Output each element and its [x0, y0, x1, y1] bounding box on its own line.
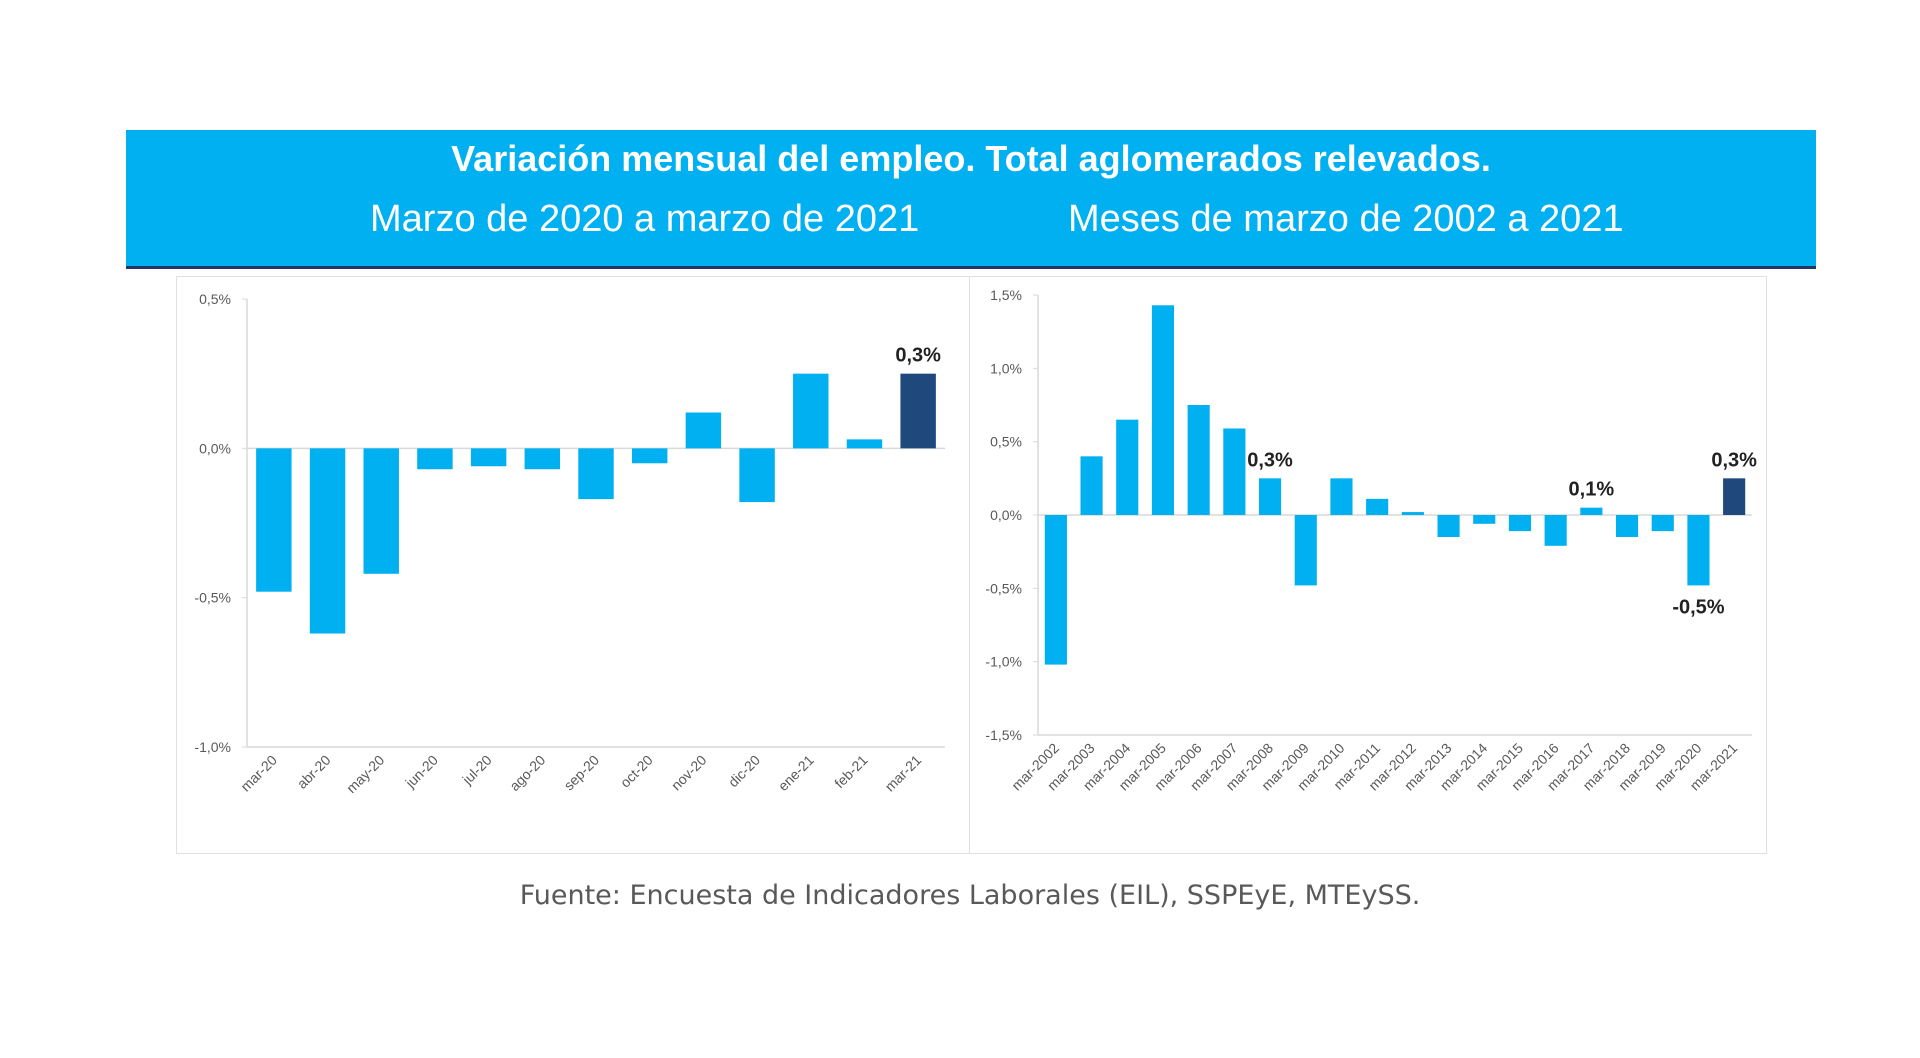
- monthly-y-tick-label: -0,5%: [194, 590, 231, 606]
- march-data-label: 0,1%: [1569, 479, 1615, 501]
- march-bar: [1508, 515, 1532, 532]
- monthly-category-label: oct-20: [617, 752, 656, 791]
- march-y-tick-label: -1,5%: [985, 727, 1022, 743]
- monthly-y-tick-label: -1,0%: [194, 739, 231, 755]
- monthly-bar: [309, 448, 346, 634]
- right-chart-subtitle: Meses de marzo de 2002 a 2021: [1068, 198, 1624, 240]
- march-bar: [1187, 405, 1210, 515]
- monthly-category-label: mar-21: [882, 752, 925, 795]
- march-bar: [1151, 305, 1175, 515]
- header-banner: Variación mensual del empleo. Total aglo…: [126, 130, 1816, 269]
- monthly-data-label: 0,3%: [895, 345, 941, 367]
- march-data-label: -0,5%: [1672, 596, 1724, 618]
- monthly-category-label: ene-21: [775, 752, 817, 794]
- march-bar: [1615, 515, 1639, 537]
- left-chart-subtitle: Marzo de 2020 a marzo de 2021: [370, 198, 920, 240]
- march-data-label: 0,3%: [1711, 449, 1757, 471]
- march-y-tick-label: -0,5%: [985, 580, 1022, 596]
- monthly-category-label: feb-21: [831, 752, 871, 792]
- monthly-bar: [739, 448, 775, 503]
- march-series-chart-svg: 1,5%1,0%0,5%0,0%-0,5%-1,0%-1,5%mar-2002m…: [985, 287, 1757, 793]
- march-bar: [1366, 498, 1389, 515]
- monthly-bar: [846, 439, 883, 449]
- march-bar: [1223, 428, 1246, 515]
- monthly-bar: [524, 448, 561, 470]
- monthly-category-label: ago-20: [506, 752, 548, 794]
- monthly-bar: [631, 448, 668, 464]
- source-note: Fuente: Encuesta de Indicadores Laborale…: [519, 880, 1421, 911]
- march-bar: [1116, 419, 1139, 515]
- monthly-bar: [417, 448, 453, 470]
- monthly-bar: [793, 373, 829, 449]
- monthly-bar: [470, 448, 507, 467]
- march-bar: [1294, 515, 1317, 586]
- monthly-category-label: sep-20: [561, 752, 603, 794]
- march-y-tick-label: -1,0%: [985, 654, 1022, 670]
- monthly-chart-svg: 0,5% 0,0% -0,5% -1,0% mar-20 abr-20 may-20 jun-…: [194, 291, 945, 796]
- monthly-category-label: abr-20: [294, 752, 334, 792]
- march-data-label: 0,3%: [1247, 449, 1293, 471]
- march-bar: [1687, 515, 1710, 586]
- march-bar: [1258, 478, 1282, 515]
- march-bar: [1651, 515, 1674, 532]
- march-bar: [1723, 478, 1746, 515]
- march-y-tick-label: 0,5%: [990, 434, 1022, 450]
- monthly-bar: [363, 448, 399, 574]
- monthly-bar: [685, 412, 722, 449]
- monthly-category-label: mar-20: [237, 752, 280, 795]
- march-series-chart: 1,5% 1,0% 0,5% 0,0% -0,5% -1,0% -1,5% mar-2002 m…: [969, 276, 1767, 854]
- chart-title: Variación mensual del empleo. Total aglo…: [451, 138, 1491, 179]
- march-bar: [1544, 515, 1567, 546]
- monthly-category-label: may-20: [343, 752, 387, 796]
- monthly-category-label: jul-20: [458, 752, 494, 788]
- monthly-y-tick-label: 0,5%: [199, 291, 231, 307]
- march-bar: [1044, 515, 1067, 665]
- monthly-category-label: nov-20: [668, 752, 710, 794]
- march-bar: [1330, 478, 1353, 515]
- monthly-bar: [256, 448, 292, 592]
- march-bar: [1080, 456, 1103, 515]
- march-bar: [1473, 515, 1496, 524]
- march-y-tick-label: 0,0%: [990, 507, 1022, 523]
- march-bar: [1580, 507, 1603, 515]
- monthly-bar: [900, 373, 936, 449]
- march-bar: [1401, 512, 1424, 515]
- march-y-tick-label: 1,0%: [990, 360, 1022, 376]
- march-bar: [1437, 515, 1460, 537]
- monthly-bar: [578, 448, 614, 500]
- monthly-category-label: jun-20: [402, 752, 442, 792]
- monthly-category-label: dic-20: [725, 752, 763, 790]
- monthly-y-tick-label: 0,0%: [199, 440, 231, 456]
- monthly-chart: 0,5% 0,0% -0,5% -1,0% mar-20 abr-20 may-20 jun-…: [176, 276, 972, 854]
- march-y-tick-label: 1,5%: [990, 287, 1022, 303]
